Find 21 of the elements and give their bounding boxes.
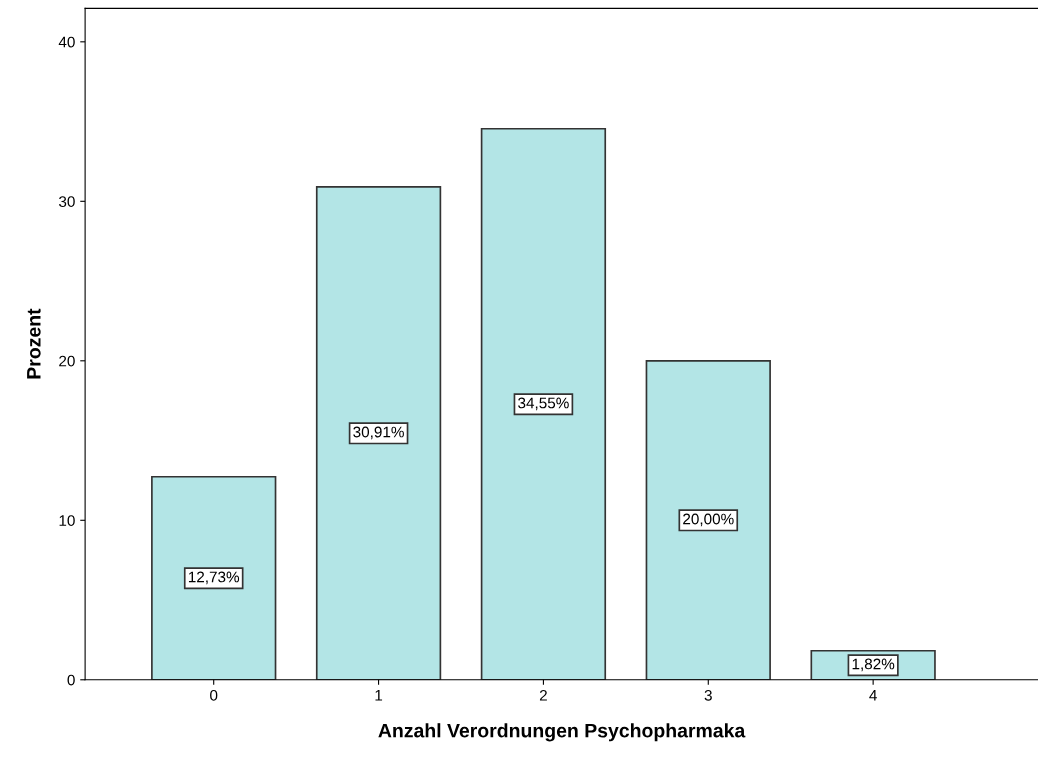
bar — [315, 185, 442, 680]
bar — [480, 127, 607, 680]
data-label: 12,73% — [188, 571, 240, 585]
x-tick-label: 2 — [539, 689, 547, 701]
x-tick-label: 4 — [869, 690, 877, 701]
x-axis-title: Anzahl Verordnungen Psychopharmaka — [378, 723, 746, 742]
x-tick-label: 3 — [704, 689, 712, 701]
x-tick-label: 1 — [375, 690, 383, 701]
y-tick-label: 20 — [59, 355, 75, 367]
data-label: 30,91% — [353, 426, 404, 440]
y-axis-title: Prozent — [27, 308, 41, 379]
bar — [151, 475, 277, 680]
data-label: 1,82% — [852, 658, 895, 672]
bar — [645, 359, 771, 680]
x-tick-label: 0 — [210, 689, 218, 701]
data-label: 20,00% — [683, 513, 734, 527]
y-tick-label: 30 — [58, 196, 75, 207]
y-tick-label: 40 — [58, 36, 75, 48]
y-tick-label: 10 — [59, 515, 75, 526]
data-label: 34,55% — [518, 397, 569, 411]
y-tick-label: 0 — [67, 674, 75, 686]
